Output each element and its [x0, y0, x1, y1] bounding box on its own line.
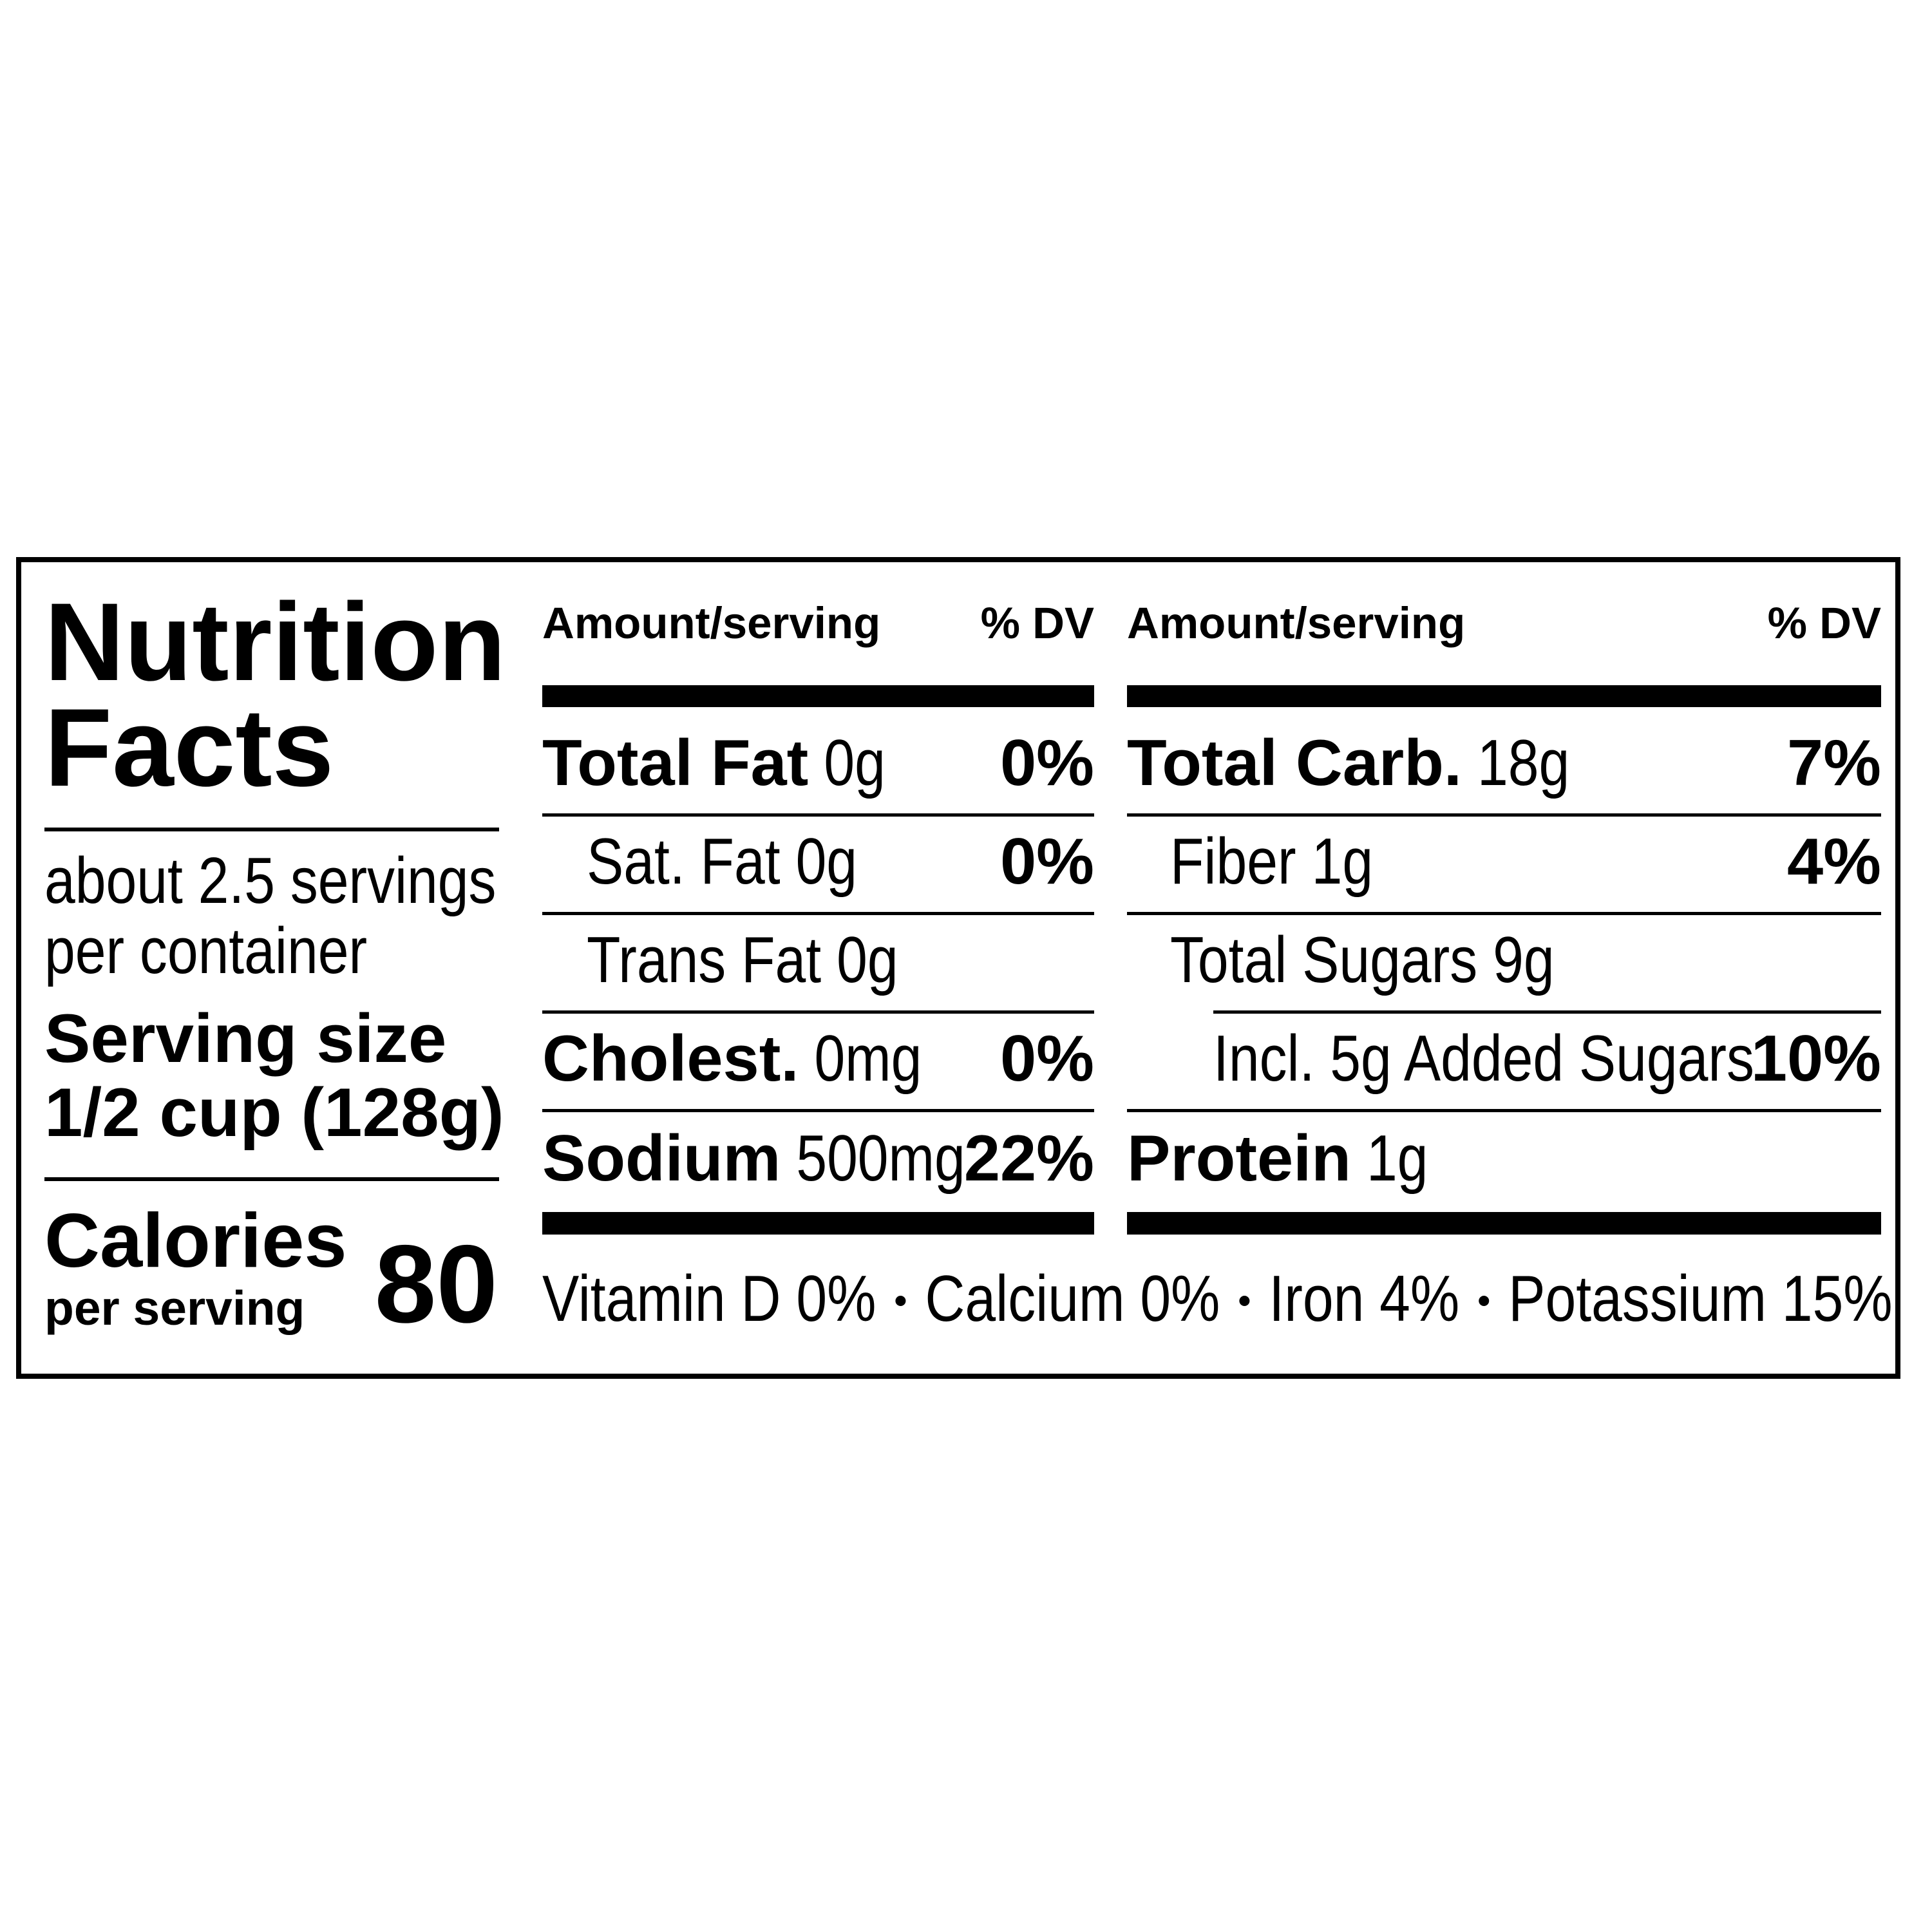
serving-rule — [44, 1177, 499, 1181]
separator-dot — [1479, 1296, 1490, 1306]
column-header: Amount/serving — [542, 598, 880, 648]
nutrient-amount: 0mg — [814, 1021, 922, 1094]
column-header: Amount/serving — [1127, 598, 1465, 648]
nutrient-dv: 10% — [1751, 1023, 1881, 1095]
nutrient-amount: 9g — [1493, 923, 1554, 996]
nutrient-name: Cholest. — [542, 1023, 799, 1095]
serving-size-label: Serving size — [44, 999, 446, 1077]
nutrient-dv: 0% — [1000, 826, 1094, 898]
separator-dot — [1239, 1296, 1250, 1306]
nutrient-name: Protein — [1127, 1122, 1351, 1195]
vitamin: Vitamin D 0% — [542, 1262, 876, 1334]
thick-bar — [542, 685, 1094, 707]
nutrient-name: Sodium — [542, 1122, 781, 1195]
nutrient-dv: 0% — [1000, 727, 1094, 799]
vitamin: Iron 4% — [1269, 1262, 1459, 1334]
row-rule — [1127, 813, 1881, 817]
calories-sublabel: per serving — [44, 1281, 305, 1335]
nutrient-name: Total Fat — [542, 727, 808, 799]
thick-bar — [542, 1212, 1094, 1235]
nutrient-name: Total Carb. — [1127, 727, 1462, 799]
servings: about 2.5 servings — [44, 844, 496, 916]
title-rule — [44, 828, 499, 831]
calories-label: Calories — [44, 1198, 347, 1283]
separator-dot — [895, 1296, 906, 1306]
nutrient-amount: 0g — [796, 824, 857, 897]
nutrient-dv: 7% — [1787, 727, 1881, 799]
nutrient-amount: 1g — [1312, 824, 1373, 897]
calories-value: 80 — [375, 1222, 498, 1346]
nutrient-name: Trans Fat — [587, 923, 821, 996]
row-rule — [542, 912, 1094, 915]
nutrient-dv: 0% — [1000, 1023, 1094, 1095]
row-rule — [542, 813, 1094, 817]
title: Nutrition — [44, 580, 506, 704]
nutrient-name: Total Sugars — [1170, 923, 1477, 996]
thick-bar — [1127, 1212, 1881, 1235]
row-rule — [1213, 1010, 1881, 1014]
nutrient-name: Fiber — [1170, 824, 1296, 897]
row-rule — [542, 1010, 1094, 1014]
nutrient-name: Sat. Fat — [587, 824, 781, 897]
vitamin: Potassium 15% — [1508, 1262, 1892, 1334]
row-rule — [1127, 1109, 1881, 1112]
servings: per container — [44, 914, 367, 987]
column-header: % DV — [981, 598, 1094, 648]
nutrient-amount: 18g — [1477, 726, 1569, 799]
label-border — [16, 557, 1900, 1379]
row-rule — [1127, 912, 1881, 915]
thick-bar — [1127, 685, 1881, 707]
nutrient-amount: 1g — [1367, 1121, 1428, 1194]
serving-size-value: 1/2 cup (128g) — [44, 1074, 504, 1151]
nutrient-dv: 4% — [1787, 826, 1881, 898]
nutrient-name: Incl. 5g Added Sugars — [1213, 1021, 1754, 1094]
nutrient-amount: 0g — [837, 923, 898, 996]
title: Facts — [44, 686, 334, 810]
row-rule — [542, 1109, 1094, 1112]
vitamin: Calcium 0% — [925, 1262, 1220, 1334]
nutrient-dv: 22% — [964, 1122, 1094, 1195]
column-header: % DV — [1768, 598, 1881, 648]
nutrient-amount: 0g — [824, 726, 885, 799]
nutrient-amount: 500mg — [796, 1121, 965, 1194]
